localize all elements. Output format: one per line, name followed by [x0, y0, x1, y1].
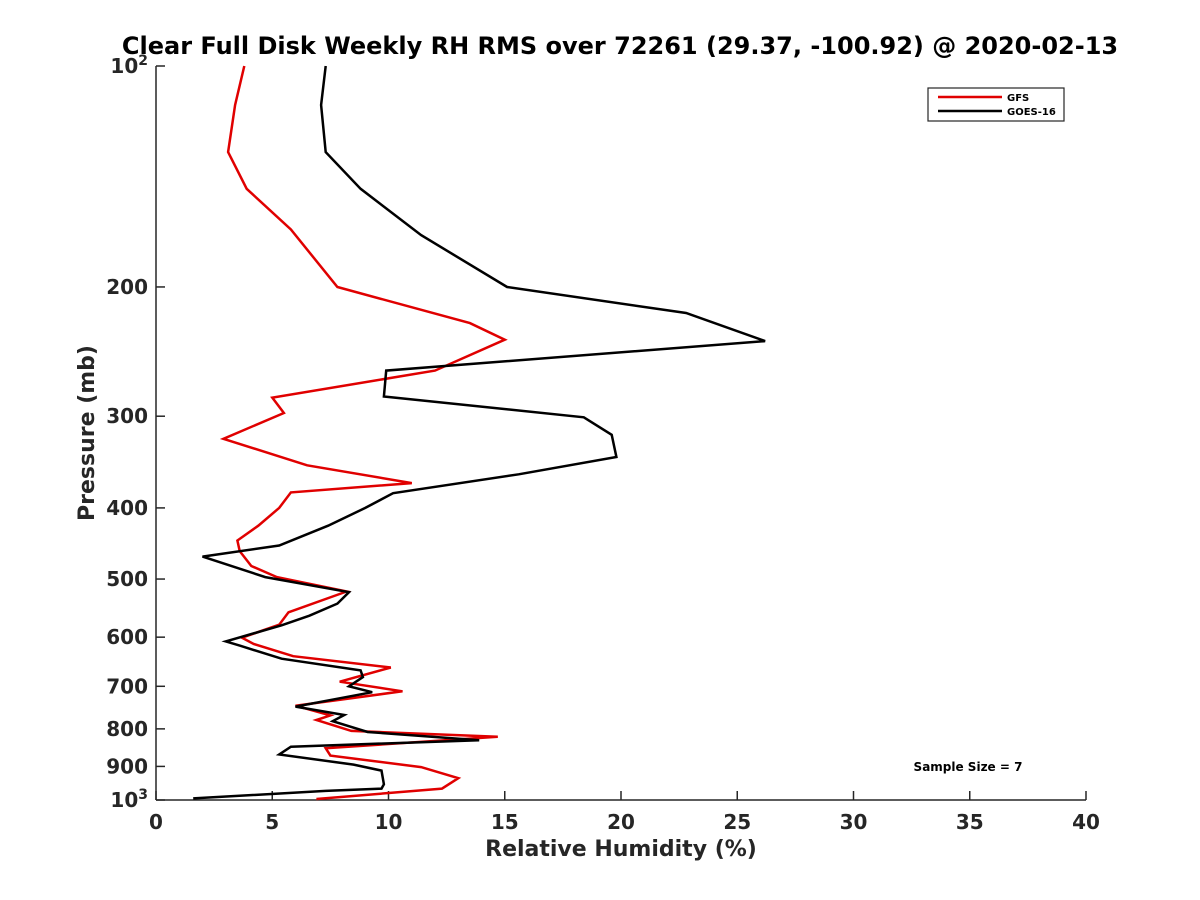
y-tick-label: 102: [110, 53, 148, 78]
x-tick-label: 20: [607, 810, 635, 834]
y-tick-label: 600: [106, 625, 148, 649]
sample-size-annotation: Sample Size = 7: [914, 760, 1023, 774]
legend-label-goes16: GOES-16: [1007, 107, 1056, 118]
y-tick-label: 200: [106, 275, 148, 299]
x-tick-label: 0: [149, 810, 163, 834]
x-tick-label: 15: [491, 810, 519, 834]
x-tick-label: 35: [956, 810, 984, 834]
x-axis-ticks: 0 5 10 15 20 25 30 35 40: [149, 791, 1100, 834]
y-axis-label: Pressure (mb): [75, 345, 100, 521]
y-tick-label: 103: [110, 787, 148, 812]
x-tick-label: 10: [375, 810, 403, 834]
series-layer: [193, 65, 766, 801]
y-tick-label: 500: [106, 567, 148, 591]
x-axis-label: Relative Humidity (%): [485, 837, 757, 862]
legend-label-gfs: GFS: [1007, 93, 1029, 104]
y-tick-label: 800: [106, 717, 148, 741]
x-tick-label: 5: [265, 810, 279, 834]
legend-box: [927, 87, 1065, 122]
chart-title: Clear Full Disk Weekly RH RMS over 72261…: [122, 32, 1118, 60]
x-tick-label: 30: [840, 810, 868, 834]
y-axis-ticks: 102 200 300 400 500 600 700 800 900 103: [106, 53, 165, 812]
x-tick-label: 25: [723, 810, 751, 834]
y-tick-label: 300: [106, 404, 148, 428]
y-tick-label: 900: [106, 754, 148, 778]
y-tick-label: 400: [106, 496, 148, 520]
y-tick-label: 700: [106, 674, 148, 698]
series-line-goes16: [193, 65, 766, 800]
legend: GFS GOES-16: [927, 87, 1065, 122]
x-tick-label: 40: [1072, 810, 1100, 834]
series-line-gfs: [219, 65, 508, 801]
